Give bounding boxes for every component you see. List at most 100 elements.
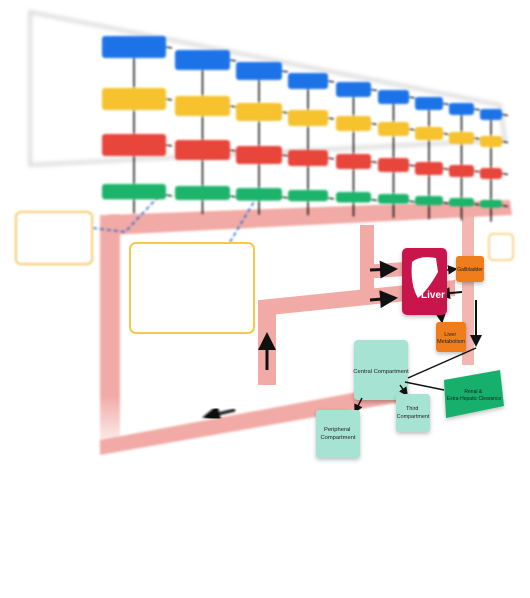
grid-arrow-5-3 — [370, 160, 378, 164]
grid-arrow-8-3 — [473, 170, 481, 173]
arrow-left-bottom — [202, 404, 236, 423]
grid-cell-green-6 — [378, 194, 409, 204]
grid-arrow-6-1 — [408, 96, 416, 99]
outline-box-left — [15, 211, 93, 265]
peripheral-compartment-node: Peripheral Compartment — [316, 410, 360, 458]
arrow-into-liver-top — [369, 260, 398, 279]
grid-arrow-9-3 — [501, 172, 509, 176]
dashed-connectors — [92, 194, 256, 243]
grid-arrow-1-4 — [165, 194, 173, 197]
grid-cell-green-2 — [175, 186, 230, 200]
grid-cell-red-5 — [336, 154, 371, 169]
grid-arrow-7-4 — [442, 201, 450, 205]
renal-clearance-label: Renal & Extra-Hepatic Clearance — [447, 389, 502, 402]
grid-cell-green-4 — [288, 190, 328, 202]
grid-cell-red-4 — [288, 150, 328, 166]
grid-cell-red-9 — [480, 168, 502, 179]
grid-arrow-1-2 — [165, 98, 173, 101]
grid-cell-green-8 — [449, 198, 474, 207]
grid-arrow-3-3 — [281, 154, 289, 157]
grid-cell-blue-1 — [102, 36, 166, 58]
grid-arrow-2-4 — [229, 195, 237, 198]
grid-cell-yellow-1 — [102, 88, 166, 110]
grid-arrow-3-2 — [281, 111, 289, 114]
grid-cell-green-9 — [480, 200, 502, 208]
renal-clearance-node: Renal & Extra-Hepatic Clearance — [444, 370, 504, 418]
liver-metabolism-label: Liver Metabolism — [437, 332, 466, 345]
liver-icon — [411, 257, 438, 298]
grid-cell-green-5 — [336, 192, 371, 203]
liver-metabolism-node: Liver Metabolism — [436, 322, 466, 352]
yellow-outline-boxes — [15, 211, 514, 334]
grid-arrow-7-3 — [442, 167, 450, 171]
compartment-grid — [102, 36, 509, 222]
grid-arrow-1-3 — [165, 144, 173, 147]
grid-cell-red-6 — [378, 158, 409, 172]
grid-arrow-9-2 — [501, 140, 509, 144]
grid-cell-yellow-6 — [378, 122, 409, 136]
grid-arrow-6-3 — [408, 164, 416, 167]
grid-arrow-5-4 — [370, 198, 378, 202]
central-compartment-node: Central Compartment — [353, 340, 409, 400]
outline-box-center — [129, 242, 255, 334]
grid-cell-blue-3 — [236, 62, 282, 80]
grid-arrow-4-2 — [327, 117, 335, 120]
grid-arrow-9-1 — [501, 113, 509, 117]
grid-arrow-5-1 — [370, 88, 378, 92]
grid-arrow-6-4 — [408, 200, 416, 203]
grid-cell-blue-6 — [378, 90, 409, 104]
grid-arrow-3-4 — [281, 196, 289, 199]
liver-node: Liver — [402, 248, 447, 315]
grid-arrow-2-1 — [229, 59, 237, 62]
gallbladder-label: Gallbladder — [457, 267, 483, 273]
grid-cell-yellow-2 — [175, 96, 230, 116]
grid-cell-red-8 — [449, 165, 474, 177]
grid-arrow-5-2 — [370, 122, 378, 126]
grid-arrow-2-2 — [229, 105, 237, 108]
grid-cell-blue-8 — [449, 103, 474, 115]
blood-flow-band — [100, 200, 512, 455]
grid-arrow-4-4 — [327, 197, 335, 200]
grid-cell-blue-5 — [336, 82, 371, 97]
grid-arrow-8-1 — [473, 108, 481, 111]
flow-arrows — [101, 260, 482, 423]
grid-arrow-7-2 — [442, 132, 450, 136]
grid-cell-blue-4 — [288, 73, 328, 89]
grid-arrow-8-4 — [473, 203, 481, 206]
third-compartment-label: Third Compartment — [397, 406, 430, 420]
grid-cell-blue-9 — [480, 109, 502, 120]
grid-cell-yellow-9 — [480, 136, 502, 147]
grid-cell-yellow-4 — [288, 110, 328, 126]
top-panel-outline — [28, 10, 507, 167]
grid-cell-yellow-5 — [336, 116, 371, 131]
grid-arrow-2-3 — [229, 149, 237, 152]
grid-cell-yellow-3 — [236, 103, 282, 121]
grid-arrow-1-1 — [165, 46, 173, 49]
grid-arrow-3-1 — [281, 70, 289, 73]
peripheral-compartment-label: Peripheral Compartment — [320, 427, 356, 441]
central-compartment-label: Central Compartment — [353, 369, 409, 375]
grid-cell-green-7 — [415, 196, 443, 206]
grid-arrow-4-1 — [327, 80, 335, 83]
grid-arrow-8-2 — [473, 137, 481, 140]
arrow-liver-to-gallbladder — [446, 265, 458, 275]
grid-cell-blue-7 — [415, 97, 443, 110]
grid-cell-yellow-8 — [449, 132, 474, 144]
third-compartment-node: Third Compartment — [396, 394, 430, 432]
gallbladder-node: Gallbladder — [456, 256, 484, 282]
central-connectors — [354, 347, 477, 414]
outline-box-right — [488, 233, 514, 261]
grid-cell-yellow-7 — [415, 127, 443, 140]
grid-cell-red-3 — [236, 146, 282, 164]
grid-cell-red-1 — [102, 134, 166, 156]
grid-cell-red-7 — [415, 162, 443, 175]
liver-label: Liver — [421, 290, 445, 301]
grid-cell-blue-2 — [175, 50, 230, 70]
arrow-into-liver-bottom — [369, 290, 398, 309]
grid-cell-red-2 — [175, 140, 230, 160]
grid-arrow-6-2 — [408, 128, 416, 131]
grid-cell-green-1 — [102, 184, 166, 200]
grid-arrow-7-1 — [442, 102, 450, 106]
grid-arrow-9-4 — [501, 204, 509, 208]
